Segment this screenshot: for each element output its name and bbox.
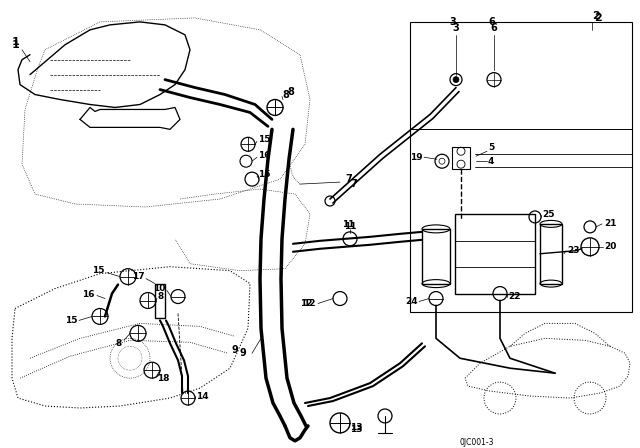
Text: 1: 1 xyxy=(12,37,20,47)
Text: 13: 13 xyxy=(350,426,362,435)
Text: 6: 6 xyxy=(488,17,495,27)
Text: 2: 2 xyxy=(592,11,600,21)
Text: 3: 3 xyxy=(452,23,460,33)
Text: 11: 11 xyxy=(344,222,356,231)
Text: 17: 17 xyxy=(132,272,145,281)
Text: 23: 23 xyxy=(567,246,579,255)
Bar xyxy=(422,229,450,284)
Text: 25: 25 xyxy=(542,211,554,220)
Text: 9: 9 xyxy=(231,345,238,355)
Bar xyxy=(155,284,165,319)
Text: 8: 8 xyxy=(287,86,294,97)
Bar xyxy=(455,214,535,293)
Text: 6: 6 xyxy=(491,23,497,33)
Text: 3: 3 xyxy=(450,17,456,27)
Text: 24: 24 xyxy=(405,297,418,306)
Text: 2: 2 xyxy=(594,13,602,23)
Bar xyxy=(540,224,562,284)
Circle shape xyxy=(453,77,459,82)
Text: 9: 9 xyxy=(240,348,247,358)
Text: 12: 12 xyxy=(303,299,316,308)
Text: 1: 1 xyxy=(12,40,20,50)
Bar xyxy=(452,147,470,169)
Text: 18: 18 xyxy=(157,374,170,383)
Text: 21: 21 xyxy=(604,220,616,228)
Text: 14: 14 xyxy=(196,392,209,401)
Text: 5: 5 xyxy=(488,143,494,152)
Text: 16: 16 xyxy=(258,151,271,160)
Text: 8: 8 xyxy=(282,90,289,99)
Text: 0JC001-3: 0JC001-3 xyxy=(460,438,495,447)
Text: 8: 8 xyxy=(116,339,122,348)
Text: 7: 7 xyxy=(350,179,356,189)
Text: 10: 10 xyxy=(152,284,165,293)
Text: 19: 19 xyxy=(410,153,423,162)
Text: 8: 8 xyxy=(158,292,164,301)
Text: 4: 4 xyxy=(488,157,494,166)
Text: 15: 15 xyxy=(93,266,105,275)
Text: 13: 13 xyxy=(350,423,362,432)
Text: 12: 12 xyxy=(301,299,313,308)
Text: 15: 15 xyxy=(258,135,271,144)
Text: 11: 11 xyxy=(342,220,355,229)
Text: 22: 22 xyxy=(508,292,520,301)
Bar xyxy=(410,22,632,312)
Text: 15: 15 xyxy=(65,316,78,325)
Text: 20: 20 xyxy=(604,242,616,251)
Text: 15: 15 xyxy=(258,170,271,179)
Text: 7: 7 xyxy=(345,174,352,184)
Text: 16: 16 xyxy=(83,290,95,299)
